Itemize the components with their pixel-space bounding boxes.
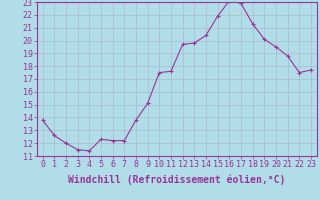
X-axis label: Windchill (Refroidissement éolien,°C): Windchill (Refroidissement éolien,°C) [68, 175, 285, 185]
